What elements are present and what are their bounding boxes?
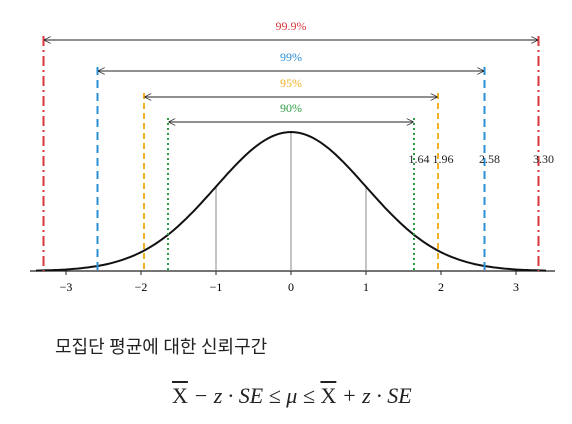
- tick-label: 0: [288, 280, 294, 294]
- tick-label: 3: [513, 280, 519, 294]
- tick-label: −2: [135, 280, 148, 294]
- tick-label: −1: [210, 280, 223, 294]
- interval-label: 90%: [280, 101, 302, 115]
- interval-label: 99%: [280, 50, 302, 64]
- z-label: 2.58: [479, 152, 500, 166]
- normal-curve: [35, 130, 547, 272]
- z-label: 1.64: [409, 152, 430, 166]
- tick-label: −3: [60, 280, 73, 294]
- tick-label: 2: [438, 280, 444, 294]
- mean-symbol: X: [320, 383, 337, 408]
- interval-label: 99.9%: [276, 19, 307, 33]
- formula-right: + z · SE: [341, 383, 412, 408]
- formula: X − z · SE ≤ μ ≤ X + z · SE: [172, 383, 412, 409]
- z-label: 1.96: [433, 152, 454, 166]
- interval-label: 95%: [280, 76, 302, 90]
- diagram: −3 −2 −1 0 1 2 3 99.9% 3.30 99% 2.58 95% 1.96 90% 1.64: [30, 19, 555, 294]
- z-label: 3.30: [533, 152, 554, 166]
- formula-left: − z · SE ≤ μ ≤: [193, 383, 315, 408]
- caption: 모집단 평균에 대한 신뢰구간: [55, 337, 268, 357]
- tick-label: 1: [363, 280, 369, 294]
- mean-symbol: X: [172, 383, 188, 408]
